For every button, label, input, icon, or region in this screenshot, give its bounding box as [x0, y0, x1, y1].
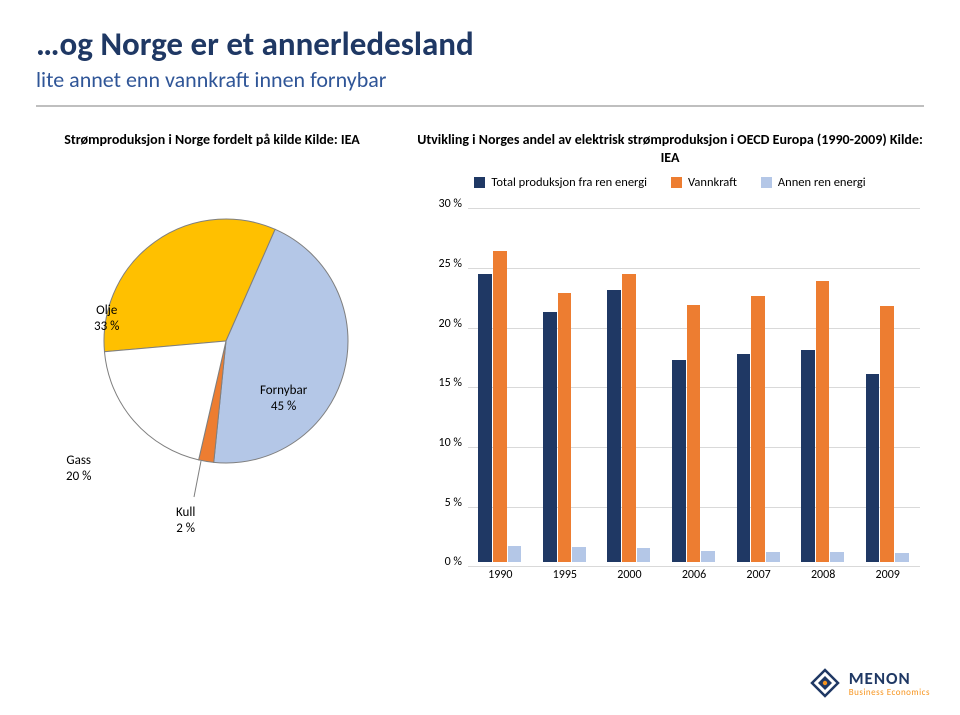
bar-chart: 1990 1995 2000 2006 2007 2008 2009 0 % 5 % 10 % 15…: [424, 200, 924, 590]
bar: [830, 552, 844, 563]
gridline: [468, 268, 920, 269]
content-region: Strømproduksjon i Norge fordelt på kilde…: [0, 107, 960, 590]
legend-item: Vannkraft: [671, 175, 737, 190]
brand-tagline: Business Economics: [849, 687, 930, 698]
x-axis-label: 2008: [811, 568, 835, 582]
bar: [737, 354, 751, 563]
y-axis-label: 15 %: [424, 376, 462, 390]
legend-item: Annen ren energi: [761, 175, 866, 190]
bar: [880, 306, 894, 563]
y-axis-label: 25 %: [424, 257, 462, 271]
bar: [572, 547, 586, 563]
bar: [895, 553, 909, 563]
brand-name: MENON: [849, 668, 930, 689]
bar: [622, 274, 636, 563]
bar: [478, 274, 492, 563]
x-axis-label: 1990: [488, 568, 512, 582]
y-axis-label: 0 %: [424, 555, 462, 569]
bar: [508, 546, 522, 562]
pie-title: Strømproduksjon i Norge fordelt på kilde…: [36, 131, 388, 149]
x-axis-label: 2006: [682, 568, 706, 582]
bar: [607, 290, 621, 562]
x-axis-label: 2000: [617, 568, 641, 582]
pie-slice-label: Gass20 %: [66, 453, 91, 484]
y-axis-label: 10 %: [424, 436, 462, 450]
bar: [701, 551, 715, 562]
bar: [751, 296, 765, 562]
bar: [493, 251, 507, 562]
x-axis-label: 2009: [876, 568, 900, 582]
bar-title: Utvikling i Norges andel av elektrisk st…: [416, 131, 924, 167]
pie-panel: Strømproduksjon i Norge fordelt på kilde…: [36, 131, 388, 590]
bar: [543, 312, 557, 563]
bar: [766, 552, 780, 563]
y-axis-label: 5 %: [424, 496, 462, 510]
pie-chart: Olje33 %Fornybar45 %Kull2 %Gass20 %: [36, 169, 376, 509]
bar: [866, 374, 880, 563]
legend-item: Total produksjon fra ren energi: [474, 175, 647, 190]
bar: [558, 293, 572, 563]
bar-panel: Utvikling i Norges andel av elektrisk st…: [416, 131, 924, 590]
pie-slice-label: Fornybar45 %: [260, 383, 307, 414]
page-title: …og Norge er et annerledesland: [36, 24, 960, 64]
y-axis-label: 30 %: [424, 197, 462, 211]
bar: [801, 350, 815, 562]
gridline: [468, 566, 920, 567]
bar: [687, 305, 701, 563]
page-subtitle: lite annet enn vannkraft innen fornybar: [36, 66, 960, 93]
pie-slice-label: Olje33 %: [94, 303, 119, 334]
menon-icon: [809, 667, 841, 699]
pie-slice-label: Kull2 %: [176, 505, 195, 536]
x-axis-label: 1995: [553, 568, 577, 582]
brand-logo: MENON Business Economics: [809, 667, 930, 699]
y-axis-label: 20 %: [424, 317, 462, 331]
gridline: [468, 208, 920, 209]
bar: [637, 548, 651, 562]
bar-legend: Total produksjon fra ren energi Vannkraft…: [416, 175, 924, 190]
bar: [816, 281, 830, 563]
x-axis-label: 2007: [746, 568, 770, 582]
bar: [672, 360, 686, 563]
